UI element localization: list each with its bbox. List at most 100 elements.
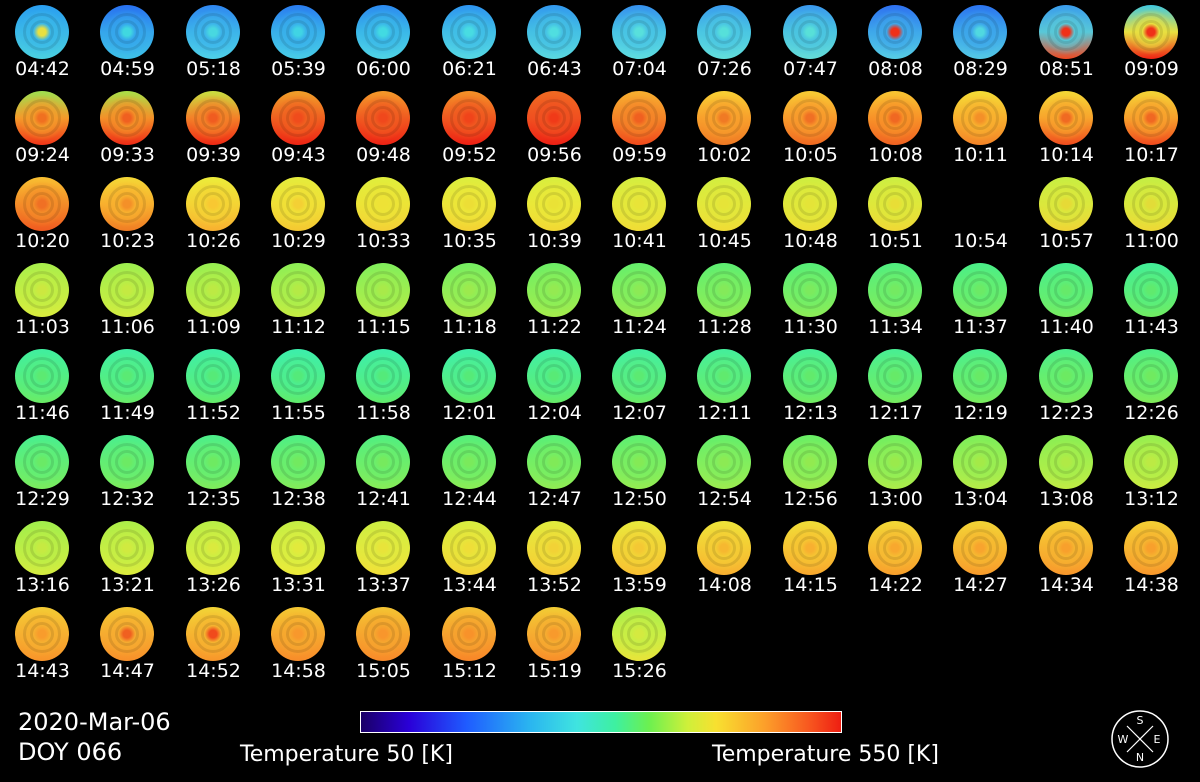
thermal-ring <box>286 278 310 302</box>
thermal-disk-image <box>783 5 837 59</box>
thermal-ring <box>286 622 310 646</box>
thermal-disk-image <box>15 177 69 231</box>
thermal-ring <box>798 106 822 130</box>
thermal-disk-image <box>442 177 496 231</box>
frame-time-label: 10:20 <box>15 230 70 252</box>
thermal-ring <box>961 443 999 481</box>
thermal-ring <box>201 106 225 130</box>
thermal-frame: 12:38 <box>256 430 341 516</box>
thermal-ring <box>627 106 651 130</box>
thermal-ring <box>1054 106 1078 130</box>
thermal-ring <box>23 99 61 137</box>
thermal-frame: 10:57 <box>1024 172 1109 258</box>
thermal-frame: 08:51 <box>1024 0 1109 86</box>
thermal-ring <box>286 450 310 474</box>
frame-time-label: 10:48 <box>783 230 838 252</box>
thermal-ring <box>876 357 914 395</box>
frame-time-label: 14:22 <box>868 574 923 596</box>
thermal-ring <box>286 536 310 560</box>
frame-time-label: 08:51 <box>1039 58 1094 80</box>
compass-e: E <box>1154 733 1161 746</box>
frame-time-label: 07:04 <box>612 58 667 80</box>
thermal-ring <box>1139 450 1163 474</box>
frame-time-label: 09:48 <box>356 144 411 166</box>
thermal-disk-image <box>1124 263 1178 317</box>
thermal-ring <box>883 278 907 302</box>
thermal-frame: 10:35 <box>427 172 512 258</box>
thermal-disk-image <box>1039 263 1093 317</box>
thermal-frame: 10:39 <box>512 172 597 258</box>
frame-time-label: 10:05 <box>783 144 838 166</box>
thermal-frame: 13:52 <box>512 516 597 602</box>
thermal-ring <box>535 615 573 653</box>
thermal-frame: 09:09 <box>1109 0 1194 86</box>
frame-time-label: 13:00 <box>868 488 923 510</box>
thermal-frame: 11:00 <box>1109 172 1194 258</box>
thermal-disk-image <box>1039 177 1093 231</box>
thermal-ring <box>23 271 61 309</box>
thermal-ring <box>1132 13 1170 51</box>
thermal-disk-image <box>1124 5 1178 59</box>
frame-time-label: 12:04 <box>527 402 582 424</box>
thermal-frame: 12:32 <box>85 430 170 516</box>
thermal-ring <box>108 615 146 653</box>
thermal-frame: 14:08 <box>682 516 767 602</box>
thermal-disk-image <box>953 177 1007 231</box>
frame-time-label: 11:55 <box>271 402 326 424</box>
thermal-disk-image <box>697 521 751 575</box>
frame-time-label: 11:43 <box>1124 316 1179 338</box>
thermal-ring <box>115 536 139 560</box>
thermal-ring <box>1139 106 1163 130</box>
thermal-disk-image <box>527 435 581 489</box>
thermal-ring <box>620 99 658 137</box>
thermal-ring <box>450 357 488 395</box>
thermal-disk-image <box>15 607 69 661</box>
frame-time-label: 15:05 <box>356 660 411 682</box>
thermal-frame: 10:26 <box>171 172 256 258</box>
thermal-ring <box>1132 443 1170 481</box>
thermal-frame: 12:44 <box>427 430 512 516</box>
thermal-frame: 13:59 <box>597 516 682 602</box>
frame-time-label: 11:00 <box>1124 230 1179 252</box>
frame-time-label: 11:15 <box>356 316 411 338</box>
frame-time-label: 12:29 <box>15 488 70 510</box>
thermal-disk-image <box>271 263 325 317</box>
thermal-ring <box>23 185 61 223</box>
thermal-ring <box>791 185 829 223</box>
thermal-ring <box>542 278 566 302</box>
thermal-disk-image <box>271 435 325 489</box>
thermal-disk-image <box>783 349 837 403</box>
thermal-disk-image <box>527 521 581 575</box>
thermal-frame: 14:52 <box>171 602 256 688</box>
thermal-ring <box>791 443 829 481</box>
thermal-ring <box>23 443 61 481</box>
thermal-ring <box>620 13 658 51</box>
thermal-frame: 10:23 <box>85 172 170 258</box>
thermal-disk-image <box>697 91 751 145</box>
thermal-disk-image <box>356 5 410 59</box>
thermal-frame: 05:18 <box>171 0 256 86</box>
thermal-ring <box>286 20 310 44</box>
thermal-frame: 10:33 <box>341 172 426 258</box>
thermal-ring <box>1054 450 1078 474</box>
thermal-ring <box>108 13 146 51</box>
thermal-frame: 12:23 <box>1024 344 1109 430</box>
frame-time-label: 14:38 <box>1124 574 1179 596</box>
thermal-ring <box>542 106 566 130</box>
frame-time-label: 12:44 <box>442 488 497 510</box>
thermal-ring <box>968 536 992 560</box>
thermal-ring <box>1047 357 1085 395</box>
thermal-frame: 10:45 <box>682 172 767 258</box>
thermal-disk-image <box>100 435 154 489</box>
thermal-ring <box>535 529 573 567</box>
thermal-disk-image <box>612 607 666 661</box>
thermal-disk-image <box>527 91 581 145</box>
thermal-ring <box>883 20 907 44</box>
thermal-disk-image <box>442 91 496 145</box>
thermal-frame: 12:35 <box>171 430 256 516</box>
frame-time-label: 10:23 <box>100 230 155 252</box>
thermal-ring <box>883 450 907 474</box>
thermal-frame: 11:06 <box>85 258 170 344</box>
thermal-disk-image <box>868 521 922 575</box>
frame-time-label: 15:12 <box>442 660 497 682</box>
